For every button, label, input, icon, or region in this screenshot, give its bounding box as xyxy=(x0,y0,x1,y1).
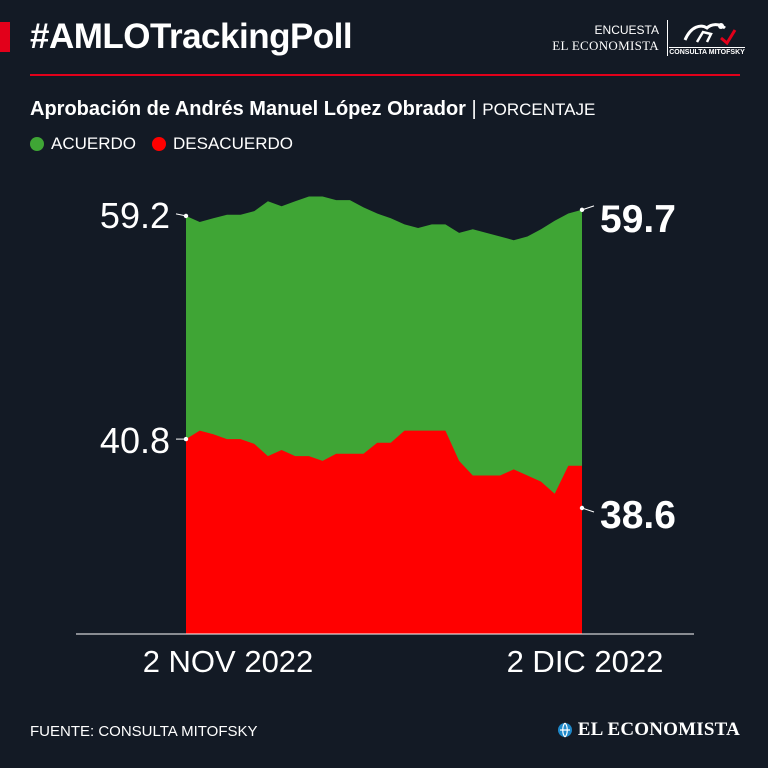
brand-line-encuesta: ENCUESTA xyxy=(594,23,659,37)
encuesta-brand: ENCUESTA EL ECONOMISTA xyxy=(552,20,668,56)
label-end-desacuerdo: 38.6 xyxy=(600,494,676,537)
subtitle-separator: | xyxy=(471,98,477,120)
footer-brand-text: EL ECONOMISTA xyxy=(577,719,740,740)
x-tick-label-start: 2 NOV 2022 xyxy=(143,644,314,679)
legend-dot-acuerdo xyxy=(30,137,44,151)
subtitle-title: Aprobación de Andrés Manuel López Obrado… xyxy=(30,98,466,120)
legend-label-acuerdo: ACUERDO xyxy=(51,134,137,153)
source-note: FUENTE: CONSULTA MITOFSKY xyxy=(30,723,258,740)
legend: ACUERDO DESACUERDO xyxy=(30,132,309,156)
chart-subtitle: Aprobación de Andrés Manuel López Obrado… xyxy=(30,96,595,123)
label-start-acuerdo: 59.2 xyxy=(100,195,170,236)
subtitle-unit: PORCENTAJE xyxy=(482,100,596,119)
area-desacuerdo xyxy=(186,430,582,634)
point-start-acuerdo xyxy=(183,213,189,219)
header-brand: ENCUESTA EL ECONOMISTA CONSULTA MITOFSKY xyxy=(552,16,745,60)
point-end-acuerdo xyxy=(579,207,585,213)
legend-item-desacuerdo: DESACUERDO xyxy=(152,132,293,156)
footer-logo: EL ECONOMISTA xyxy=(557,719,740,741)
point-end-desacuerdo xyxy=(579,505,585,511)
consulta-mitofsky-logo: CONSULTA MITOFSKY xyxy=(668,20,745,56)
label-end-acuerdo: 59.7 xyxy=(600,198,676,241)
legend-label-desacuerdo: DESACUERDO xyxy=(173,134,293,153)
globe-icon xyxy=(557,722,572,738)
mitofsky-figure-icon xyxy=(683,23,737,46)
hashtag-title: #AMLOTrackingPoll xyxy=(30,17,353,56)
header-accent-bar xyxy=(0,22,10,52)
point-start-desacuerdo xyxy=(183,436,189,442)
header-divider xyxy=(30,74,740,76)
x-tick-label-end: 2 DIC 2022 xyxy=(507,644,664,679)
label-start-desacuerdo: 40.8 xyxy=(100,420,170,461)
mitofsky-label: CONSULTA MITOFSKY xyxy=(669,47,745,56)
legend-item-acuerdo: ACUERDO xyxy=(30,132,136,156)
brand-line-economista: EL ECONOMISTA xyxy=(552,38,659,53)
legend-dot-desacuerdo xyxy=(152,137,167,151)
